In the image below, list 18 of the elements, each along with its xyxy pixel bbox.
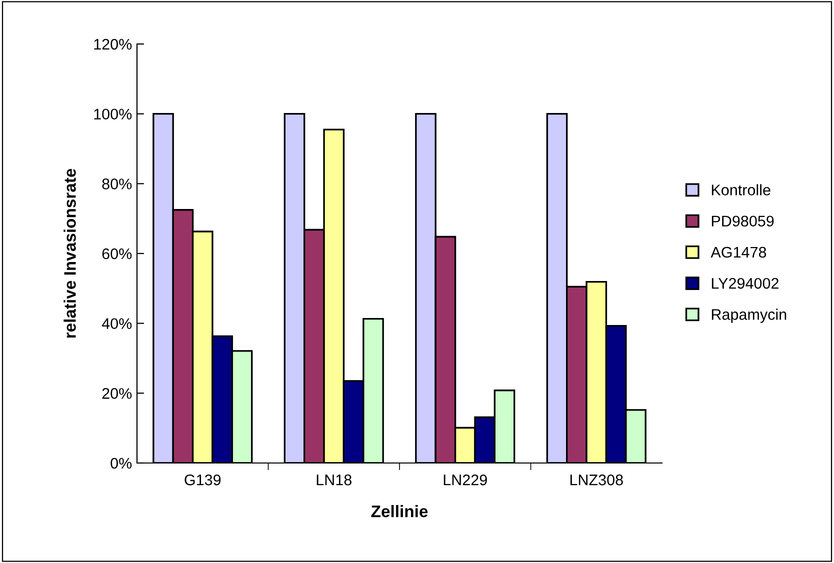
y-tick-label: 20% [102,388,132,399]
y-tick-label: 100% [94,108,132,120]
legend-label: PD98059 [712,216,774,227]
y-tick-label: 40% [102,318,132,330]
legend-label: Kontrolle [712,184,770,196]
y-tick-label: 80% [102,178,132,190]
legend-label: LY294002 [712,278,778,289]
legend-label: AG1478 [710,246,766,258]
legend-label: Rapamycin [712,308,786,323]
y-tick-label: 60% [102,248,132,260]
x-tick-label: LN229 [444,474,487,486]
y-tick-label: 0% [110,458,132,469]
x-axis-title: Zellinie [371,505,428,518]
x-tick-label: LN18 [316,474,352,486]
x-tick-label: LNZ308 [570,474,623,486]
y-tick-label: 120% [94,38,132,50]
x-tick-label: G139 [184,474,221,486]
y-axis-title: relative Invasionsrate [64,168,76,338]
